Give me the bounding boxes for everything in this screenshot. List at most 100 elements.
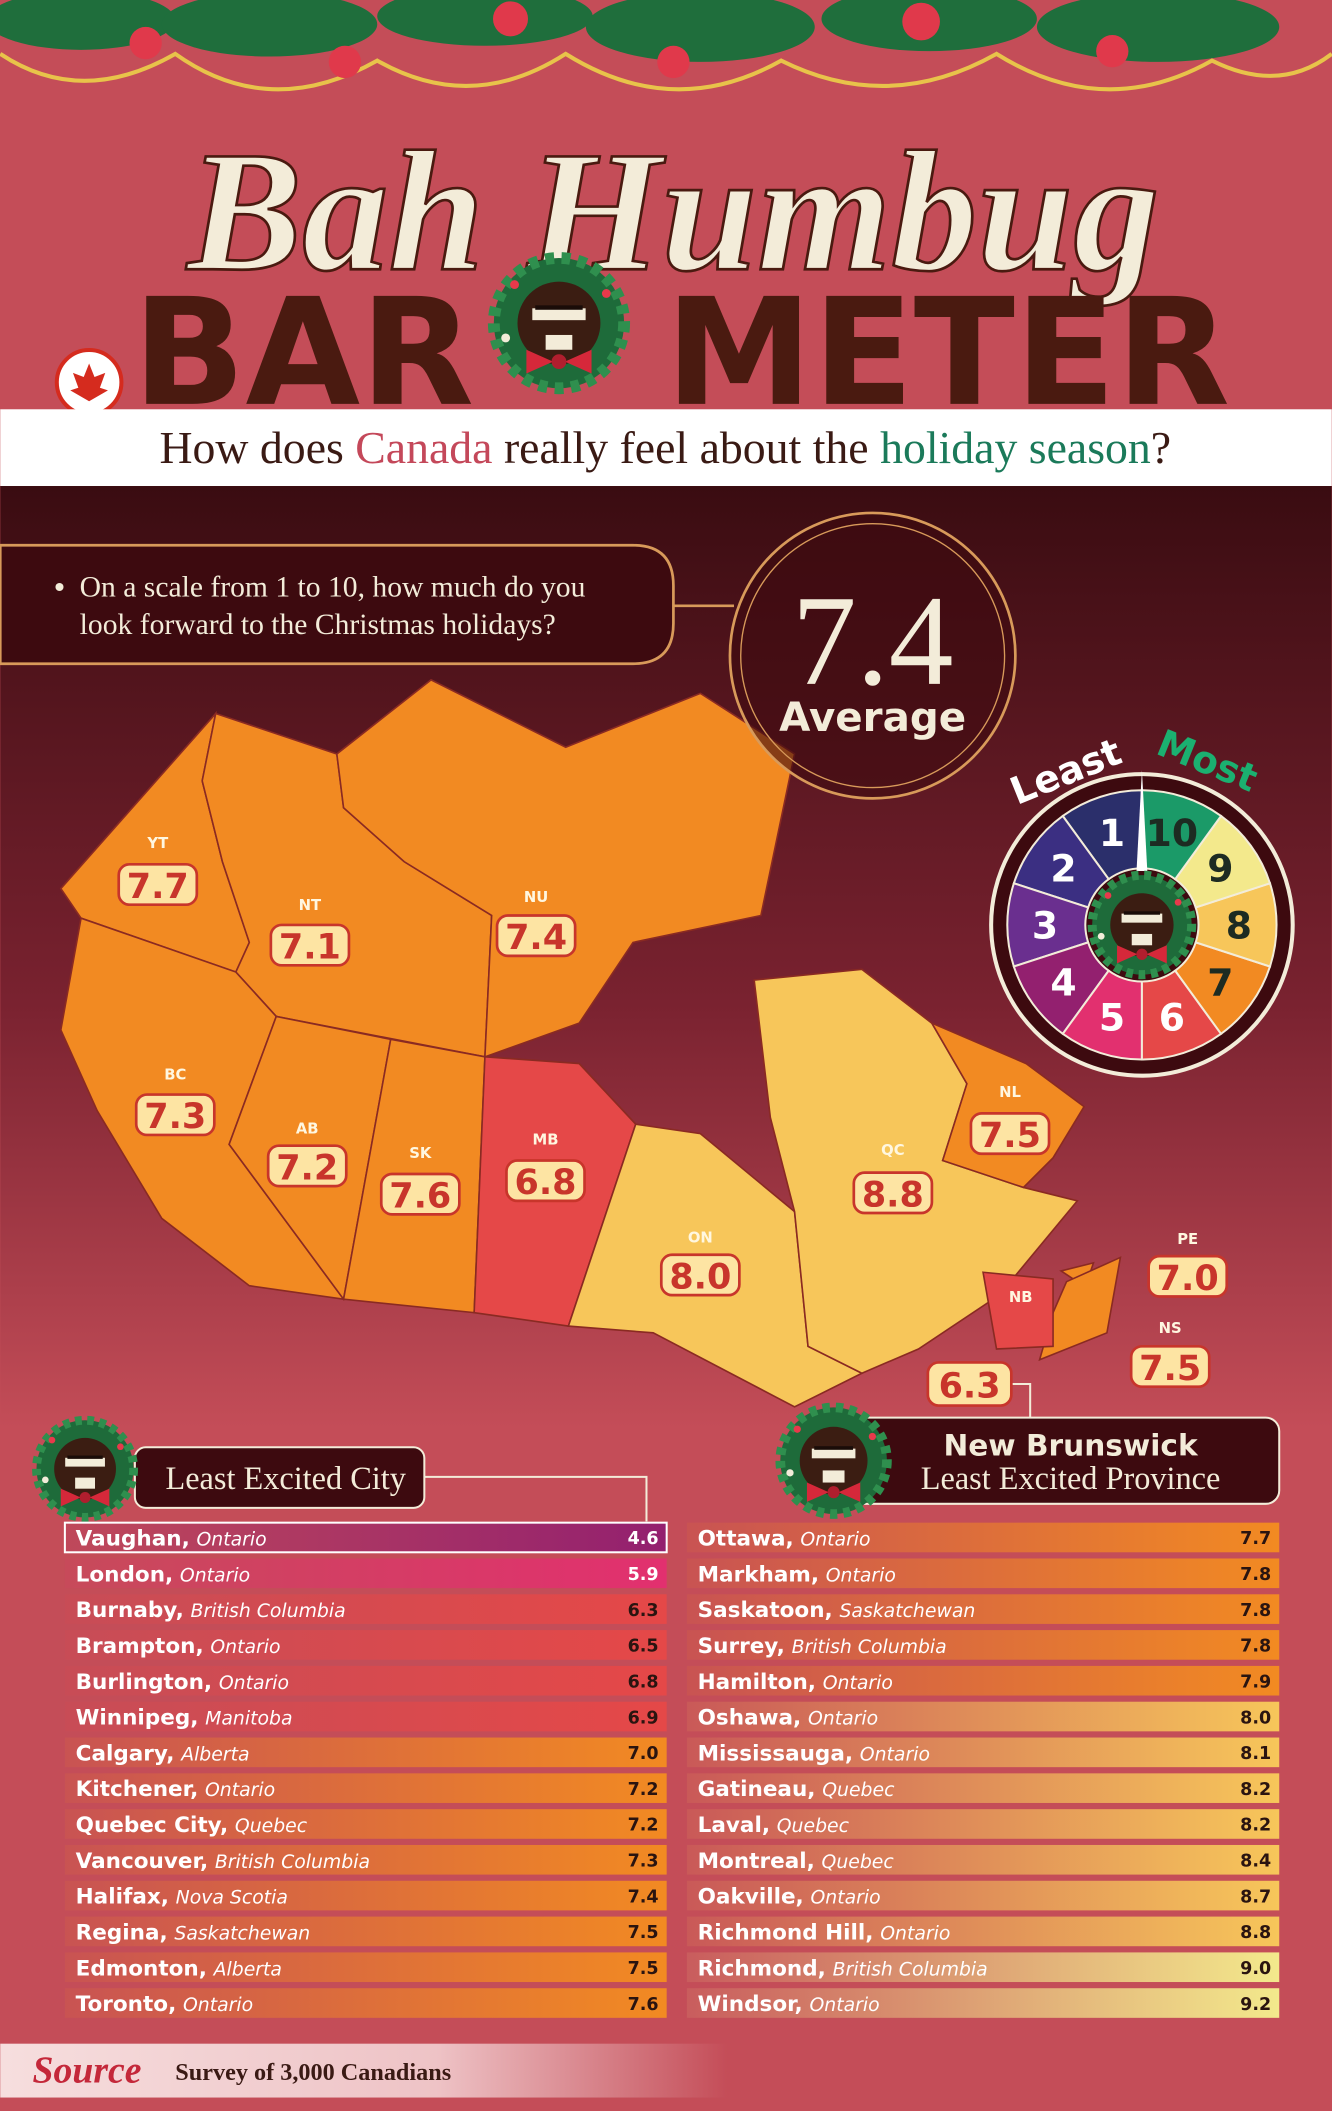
city-name: Montreal,: [698, 1849, 815, 1874]
score-badge: [269, 923, 351, 967]
dial-step: 2: [1050, 846, 1076, 890]
dial-step: 6: [1159, 996, 1185, 1040]
score-badge: [379, 1172, 461, 1216]
dial-step: 4: [1050, 960, 1076, 1004]
source-label: Source: [33, 2050, 142, 2092]
city-score: 6.3: [628, 1601, 659, 1621]
average-ring: [740, 523, 1006, 789]
dial-step: 9: [1207, 846, 1233, 890]
province-score: 7.4: [505, 918, 567, 958]
province-code: BC: [164, 1067, 186, 1084]
city-province: Manitoba: [205, 1709, 292, 1730]
province: [1038, 1256, 1122, 1362]
dial-step: 5: [1099, 996, 1125, 1040]
city-name: Hamilton,: [698, 1670, 816, 1695]
city-row: Oakville, Ontario: [698, 1885, 881, 1910]
question-box: [0, 543, 675, 666]
dial-sector: [1012, 941, 1111, 1036]
city-bar: [64, 1737, 667, 1768]
city-row: Gatineau, Quebec: [698, 1777, 895, 1802]
city-bar: [63, 1521, 668, 1554]
city-score: 7.8: [1240, 1565, 1271, 1585]
city-province: Saskatchewan: [174, 1923, 310, 1944]
city-bar: [686, 1665, 1280, 1696]
city-name: Burnaby,: [76, 1598, 184, 1623]
city-province: British Columbia: [792, 1637, 947, 1658]
city-callout: Least Excited City: [165, 1460, 406, 1496]
city-name: Regina,: [76, 1920, 168, 1945]
city-row: Burlington, Ontario: [76, 1670, 289, 1695]
city-bar: [686, 1844, 1280, 1875]
scale-dial: 12 3 45 67 8 910: [989, 770, 1295, 1078]
city-row: Mississauga, Ontario: [698, 1741, 930, 1766]
city-name: Oakville,: [698, 1885, 804, 1910]
city-row: Kitchener, Ontario: [76, 1777, 276, 1802]
city-score: 7.2: [628, 1816, 659, 1836]
wreath-icon: [494, 258, 624, 388]
score-badge: [659, 1253, 741, 1297]
city-bar: [64, 1701, 667, 1732]
score-badge: [266, 1144, 348, 1188]
city-province: Ontario: [826, 1565, 896, 1586]
subtitle-highlight: Canada: [355, 422, 492, 473]
city-row: Regina, Saskatchewan: [76, 1920, 311, 1945]
province: [335, 678, 796, 1059]
average-label: Average: [779, 694, 966, 741]
city-province: Ontario: [197, 1530, 267, 1551]
score-badge: [505, 1159, 586, 1203]
province-code: ON: [688, 1230, 713, 1247]
city-bar: [686, 1630, 1280, 1660]
city-row: Brampton, Ontario: [76, 1634, 281, 1659]
province-callout-name: New Brunswick: [943, 1428, 1199, 1462]
source-band: [0, 2043, 728, 2098]
province-code: NU: [524, 889, 548, 906]
city-score: 5.9: [628, 1565, 659, 1585]
city-bar: [686, 1737, 1280, 1768]
province-code: MB: [532, 1131, 558, 1148]
wreath-icon: [780, 1407, 887, 1514]
city-score: 7.4: [628, 1887, 659, 1907]
city-province: Quebec: [777, 1816, 850, 1837]
city-province: Ontario: [219, 1673, 289, 1694]
province-score: 7.6: [389, 1177, 451, 1217]
dial-step: 10: [1146, 811, 1198, 855]
province-code: PE: [1177, 1231, 1198, 1248]
city-bar: [686, 1809, 1280, 1839]
city-bar: [686, 1988, 1280, 2018]
city-province: Quebec: [822, 1852, 895, 1873]
city-bar: [64, 1809, 667, 1839]
city-name: Oshawa,: [698, 1706, 802, 1731]
bullet: [55, 582, 64, 592]
province-score: 8.0: [669, 1257, 731, 1297]
city-name: London,: [76, 1562, 174, 1587]
city-province: British Columbia: [191, 1601, 346, 1622]
dial-sector: [1140, 789, 1223, 881]
city-bar: [686, 1594, 1280, 1624]
city-row: Saskatoon, Saskatchewan: [698, 1598, 976, 1623]
province-callout-line: [1012, 1382, 1032, 1418]
city-bar: [686, 1701, 1280, 1732]
province-code: NB: [1009, 1289, 1033, 1306]
city-row: Vancouver, British Columbia: [76, 1849, 370, 1874]
city-province: Ontario: [180, 1565, 250, 1586]
city-province: Saskatchewan: [839, 1601, 975, 1622]
city-province: Ontario: [210, 1637, 280, 1658]
city-row: Surrey, British Columbia: [698, 1634, 947, 1659]
city-name: Halifax,: [76, 1885, 169, 1910]
city-row: Markham, Ontario: [698, 1562, 896, 1587]
city-score: 7.5: [628, 1923, 659, 1943]
province-code: NS: [1159, 1320, 1182, 1337]
province-score: 8.8: [862, 1175, 924, 1215]
dial-sector: [1173, 941, 1272, 1036]
city-province: British Columbia: [215, 1852, 370, 1873]
dial-step: 8: [1226, 903, 1252, 947]
province-score: 7.7: [127, 867, 189, 907]
city-score: 7.2: [628, 1780, 659, 1800]
city-name: Calgary,: [76, 1741, 175, 1766]
city-row: Vaughan, Ontario: [76, 1527, 267, 1552]
city-province: Ontario: [800, 1530, 870, 1551]
title: Bah Humbug: [185, 116, 1159, 307]
city-name: Mississauga,: [698, 1741, 853, 1766]
